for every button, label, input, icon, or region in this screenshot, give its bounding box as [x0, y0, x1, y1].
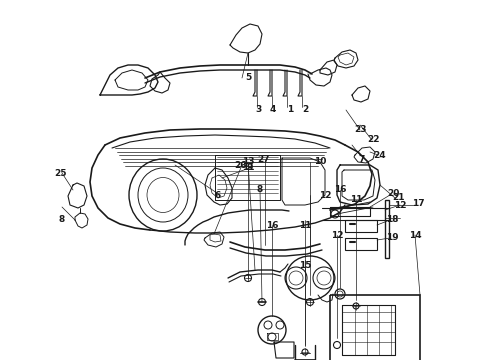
Text: 19: 19	[386, 234, 398, 243]
Text: 18: 18	[386, 216, 398, 225]
Text: 4: 4	[270, 105, 276, 114]
Text: 11: 11	[299, 220, 311, 230]
Text: 5: 5	[245, 73, 251, 82]
Text: 11: 11	[350, 195, 362, 204]
Text: 10: 10	[314, 158, 326, 166]
Text: 26: 26	[234, 161, 246, 170]
Text: 22: 22	[367, 135, 379, 144]
Bar	[330, 295, 420, 360]
Bar	[385, 200, 389, 258]
Text: 12: 12	[394, 202, 406, 211]
Text: 17: 17	[412, 199, 424, 208]
Text: 6: 6	[215, 190, 221, 199]
Text: 21: 21	[392, 194, 404, 202]
Text: 2: 2	[302, 105, 308, 114]
Text: 9: 9	[247, 162, 253, 171]
Text: 13: 13	[242, 158, 254, 166]
Bar	[345, 238, 377, 250]
Text: 8: 8	[59, 216, 65, 225]
Text: 14: 14	[409, 230, 421, 239]
Text: 16: 16	[266, 220, 278, 230]
Text: 3: 3	[255, 105, 261, 114]
Text: 12: 12	[319, 190, 331, 199]
Text: 8: 8	[257, 185, 263, 194]
Bar	[345, 220, 377, 232]
Text: 7: 7	[359, 156, 365, 165]
Text: 1: 1	[287, 105, 293, 114]
Text: 27: 27	[258, 156, 270, 165]
Text: 11: 11	[242, 163, 254, 172]
Text: 20: 20	[387, 189, 399, 198]
Text: 25: 25	[54, 168, 66, 177]
Text: 16: 16	[334, 185, 346, 194]
Text: 15: 15	[299, 261, 311, 270]
Text: 12: 12	[331, 230, 343, 239]
Text: 23: 23	[354, 126, 366, 135]
Text: 24: 24	[374, 150, 386, 159]
